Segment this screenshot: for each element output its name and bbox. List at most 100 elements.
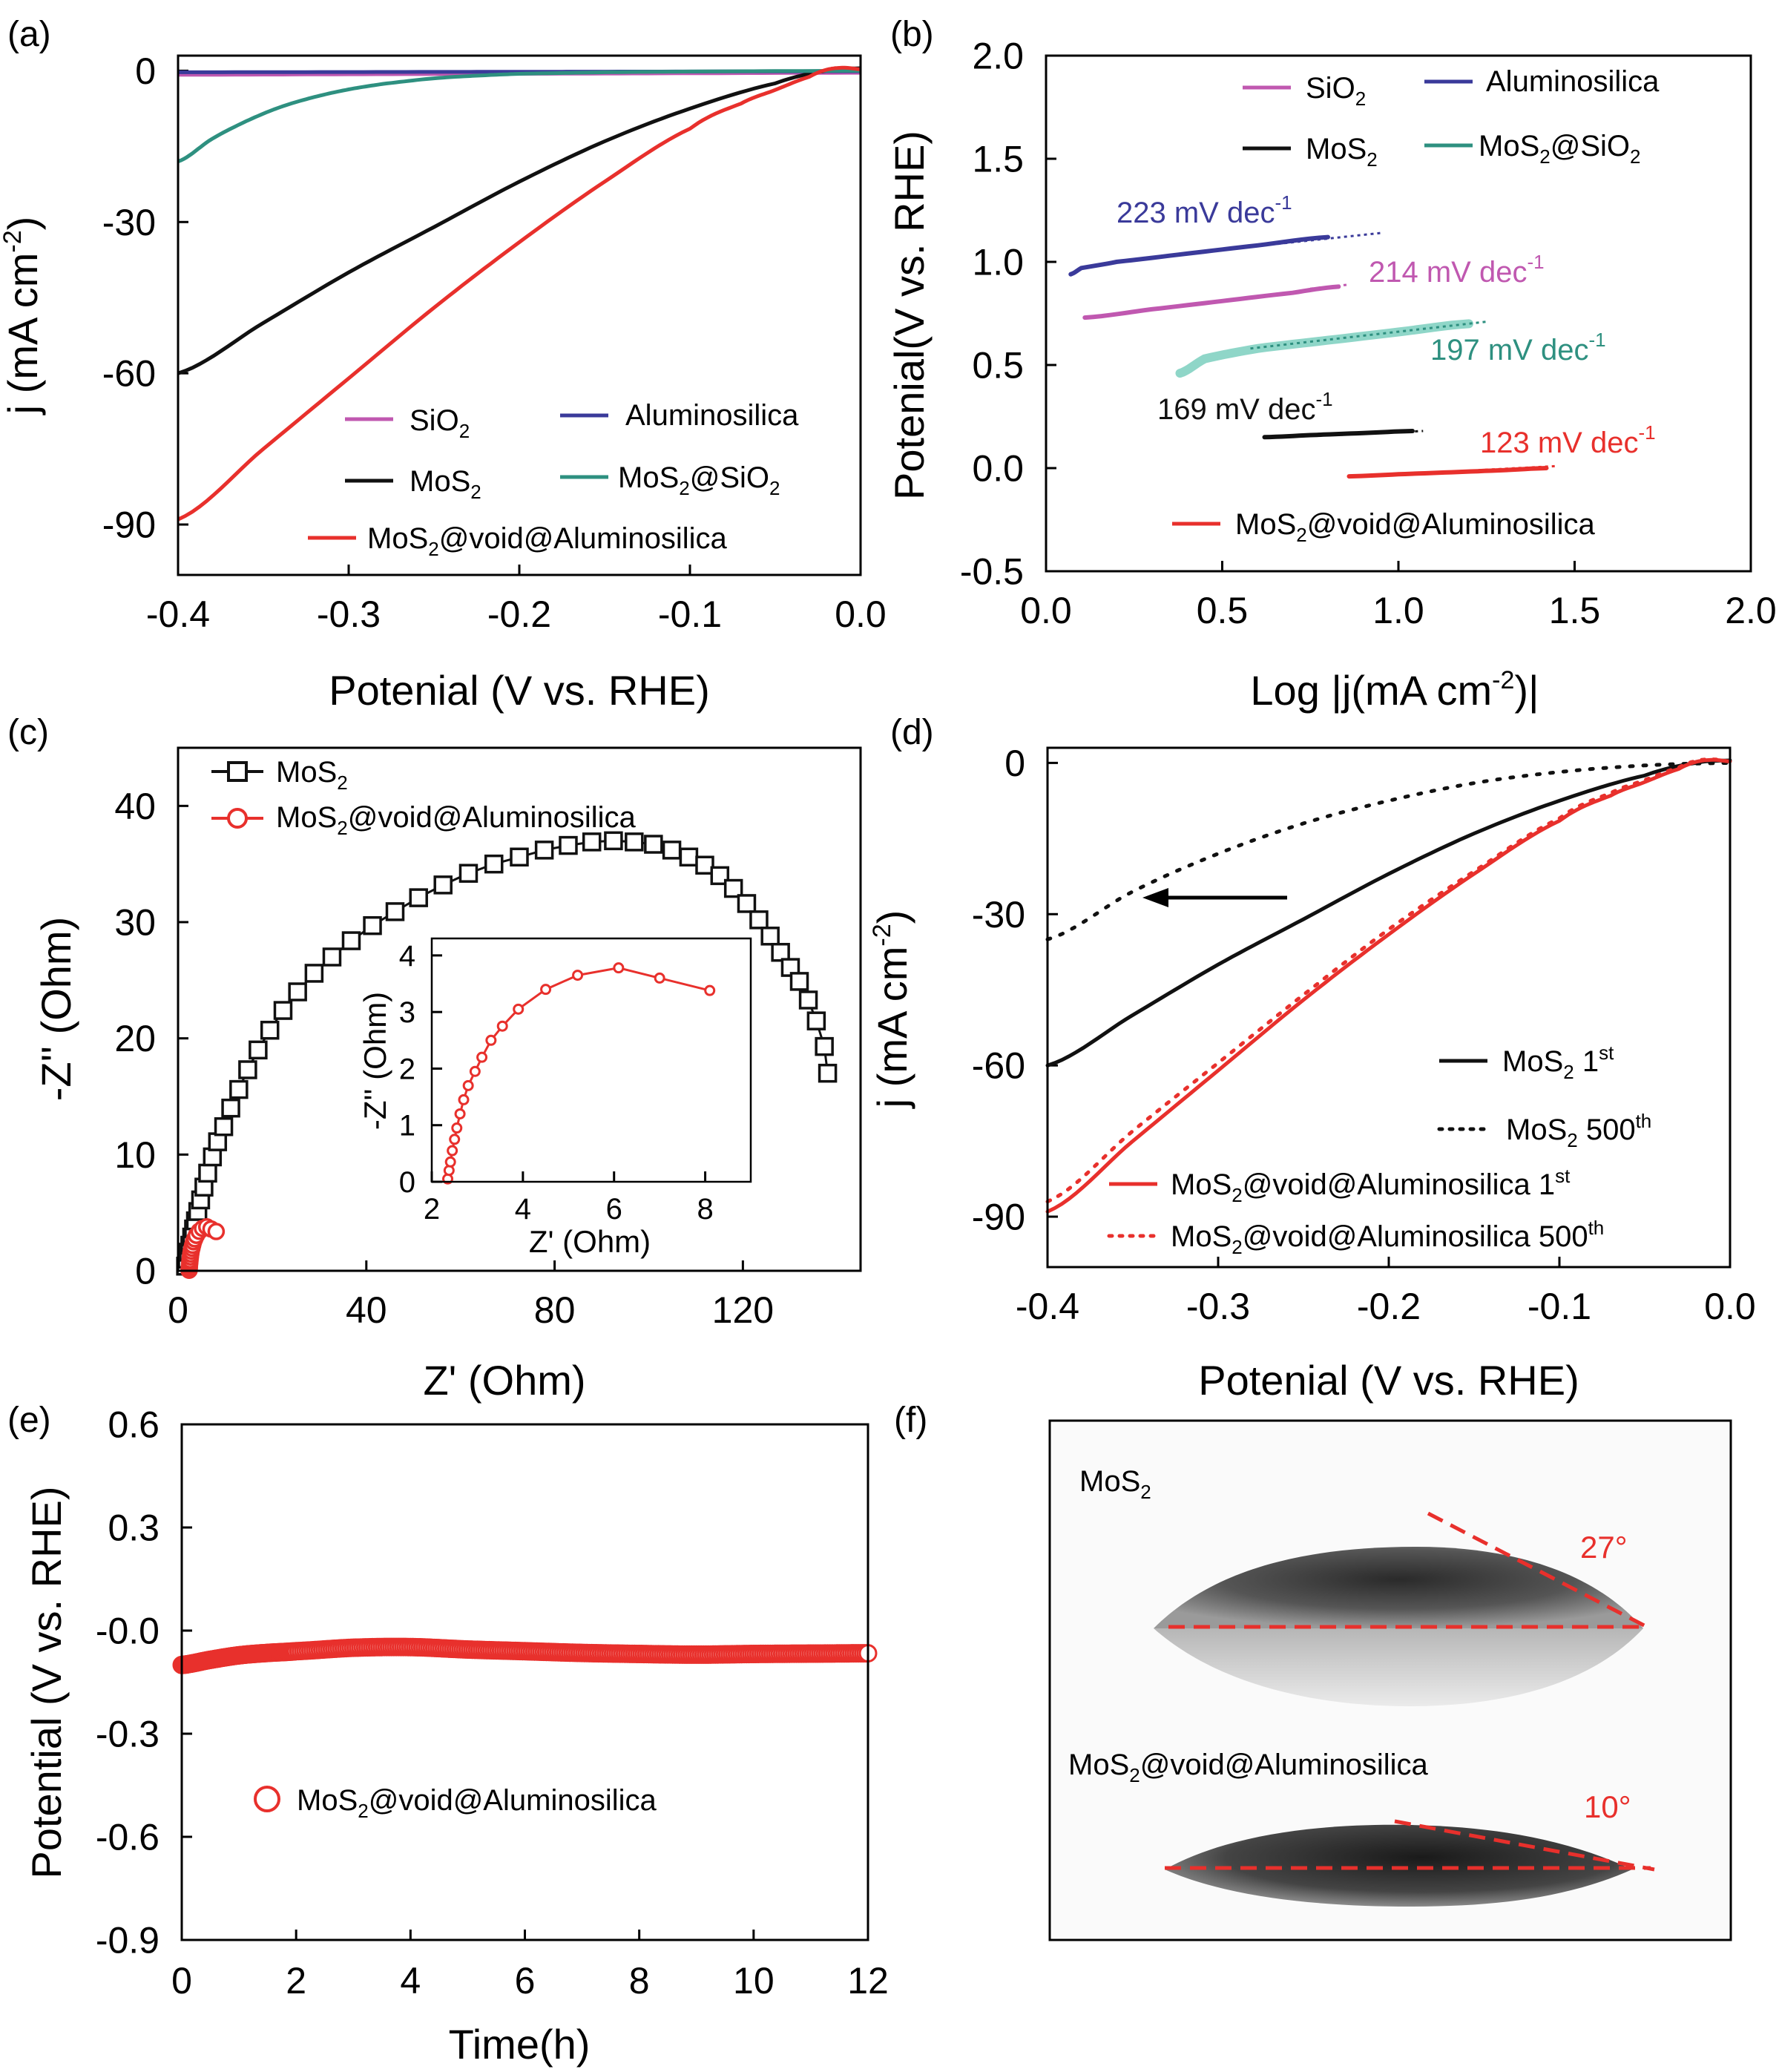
panel-label-e: (e) [7, 1401, 51, 1440]
c-ytick-label: 20 [114, 1018, 156, 1059]
tafel-sio2-data [1082, 284, 1341, 320]
droplet-void-body [1165, 1824, 1632, 1907]
panel-b-frame [1045, 54, 1752, 573]
point-c-inset-void [496, 1020, 508, 1032]
a-ytick-label: 0 [135, 50, 156, 92]
series-d-2 [1045, 757, 1732, 1214]
point-c-void [207, 1223, 226, 1240]
panel-e-xlabel: Time(h) [449, 2021, 591, 2068]
a-xtick-label: -0.4 [146, 593, 210, 635]
b-ytick-label: 2.0 [972, 36, 1024, 77]
panel-d-ylabel: j (mA cm-2) [868, 910, 915, 1110]
point-c-mos2 [322, 947, 342, 967]
e-xtick-label: 8 [629, 1960, 650, 2002]
point-c-mos2 [484, 854, 504, 874]
label-f-mos2: MoS2 [1079, 1465, 1151, 1503]
point-c-mos2 [625, 832, 644, 852]
tangent-mos2 [1427, 1511, 1648, 1629]
point-c-inset-void [572, 970, 584, 981]
point-c-inset-void [654, 972, 665, 984]
tafel-aluminosilica-fit [1204, 231, 1381, 253]
point-c-mos2 [433, 875, 453, 895]
c-ytick-label: 10 [114, 1134, 156, 1176]
panel-c-ylabel: -Z'' (Ohm) [33, 917, 79, 1101]
point-c-mos2 [510, 847, 529, 867]
e-xtick-label: 4 [400, 1960, 421, 2002]
c-xtick-label: 120 [712, 1289, 774, 1331]
point-c-mos2 [806, 1011, 826, 1030]
panel-a-frame [177, 54, 862, 576]
legend-a-sio2: SiO2 [410, 404, 470, 442]
point-c-inset-void [485, 1034, 497, 1046]
c-inset-xtick-label: 8 [697, 1193, 713, 1226]
point-c-mos2 [662, 841, 682, 860]
a-xtick-label: -0.3 [317, 593, 381, 635]
point-c-mos2 [737, 894, 757, 913]
panel-c-inset-plot: 2 4 6 8 0 1 2 3 4 [399, 940, 716, 1226]
panel-e-ylabel: Potential (V vs. RHE) [23, 1486, 70, 1878]
b-ytick-label: 1.5 [972, 139, 1024, 180]
tangent-void [1394, 1819, 1655, 1872]
panel-f: (f) MoS2 27° MoS2@void@Aluminosilica 10° [894, 1401, 1732, 1941]
legend-a-mos2: MoS2 [410, 465, 481, 503]
droplet-void [1165, 1819, 1655, 1907]
c-inset-ytick-label: 1 [399, 1110, 415, 1142]
b-xtick-label: 1.5 [1549, 590, 1601, 631]
angle-mos2: 27° [1580, 1530, 1628, 1565]
point-c-mos2 [818, 1063, 838, 1083]
panel-c-inset-xlabel: Z' (Ohm) [529, 1224, 651, 1259]
point-c-mos2 [604, 831, 623, 851]
panel-b-plot: 0.0 0.5 1.0 1.5 2.02.01.51.00.50.0-0.5 [960, 36, 1777, 632]
legend-b-sio2: SiO2 [1306, 72, 1366, 110]
panel-label-a: (a) [7, 15, 51, 54]
c-ytick-label: 30 [114, 902, 156, 944]
legend-a-mos2sio2: MoS2@SiO2 [618, 461, 780, 499]
c-xtick-label: 0 [168, 1289, 188, 1331]
droplet-mos2-reflection [1154, 1628, 1643, 1706]
panel-e-legend: MoS2@void@Aluminosilica [254, 1784, 657, 1822]
point-c-mos2 [771, 942, 790, 962]
c-xtick-label: 80 [534, 1289, 576, 1331]
e-xtick-label: 0 [171, 1960, 192, 2002]
e-xtick-label: 2 [286, 1960, 306, 2002]
point-c-inset-void [613, 962, 625, 974]
panel-d: (d) -0.4 -0.3 -0.2 -0.1 0.0 0 -30 -60 -90 Poteni… [868, 713, 1756, 1404]
panel-d-legend: MoS2 1st MoS2 500th MoS2@void@Aluminosil… [1107, 1042, 1651, 1258]
point-c-mos2 [288, 982, 307, 1002]
point-c-inset-void [449, 1134, 461, 1145]
legend-d-void-1st: MoS2@void@Aluminosilica 1st [1171, 1165, 1571, 1206]
tafel-label-sio2: 214 mV dec-1 [1369, 251, 1545, 289]
e-ytick-label: 0.3 [108, 1507, 160, 1549]
legend-c-mos2-marker [227, 761, 248, 782]
point-c-mos2 [534, 841, 554, 860]
b-xtick-label: 1.0 [1372, 590, 1424, 631]
series-d-3 [1045, 757, 1732, 1204]
legend-c-void-marker [227, 808, 248, 829]
panel-d-xlabel: Potenial (V vs. RHE) [1198, 1357, 1579, 1404]
label-f-void: MoS2@void@Aluminosilica [1068, 1749, 1428, 1786]
point-c-mos2 [249, 1040, 268, 1060]
legend-a-alumino: Aluminosilica [625, 399, 799, 432]
panel-b: (b) 0.0 0.5 1.0 1.5 2.02.01.51.00.50.0-0.5 L… [886, 15, 1777, 714]
point-c-mos2 [815, 1036, 834, 1056]
a-xtick-label: -0.1 [658, 593, 722, 635]
c-xtick-label: 40 [346, 1289, 387, 1331]
tafel-label-mos2sio2: 197 mV dec-1 [1430, 329, 1606, 366]
series-a-mos2 [177, 66, 861, 375]
panel-c-legend: MoS2 MoS2@void@Aluminosilica [211, 756, 636, 839]
panel-a: (a) -0.4 -0.3 -0.2 -0.1 0.0 0 -30 -60 -90 Poteni… [0, 15, 887, 714]
point-c-inset-void [476, 1051, 488, 1063]
point-c-inset-void [454, 1108, 466, 1119]
b-xtick-label: 0.5 [1197, 590, 1249, 631]
droplet-mos2 [1154, 1511, 1648, 1706]
e-ytick-label: -0.0 [96, 1611, 160, 1652]
point-c-mos2 [749, 910, 769, 930]
panel-c-xlabel: Z' (Ohm) [423, 1357, 585, 1404]
point-c-inset-void [458, 1093, 470, 1105]
panel-e-plot: 0 2 4 6 8 10 12 0.6 0.3 -0.0 -0.3 -0.6 -0.9 [96, 1404, 889, 2002]
legend-a-void: MoS2@void@Aluminosilica [367, 522, 727, 560]
legend-c-void: MoS2@void@Aluminosilica [276, 801, 636, 839]
c-inset-xtick-label: 4 [515, 1193, 531, 1226]
series-a-mos2voidaluminosilica [177, 65, 861, 522]
